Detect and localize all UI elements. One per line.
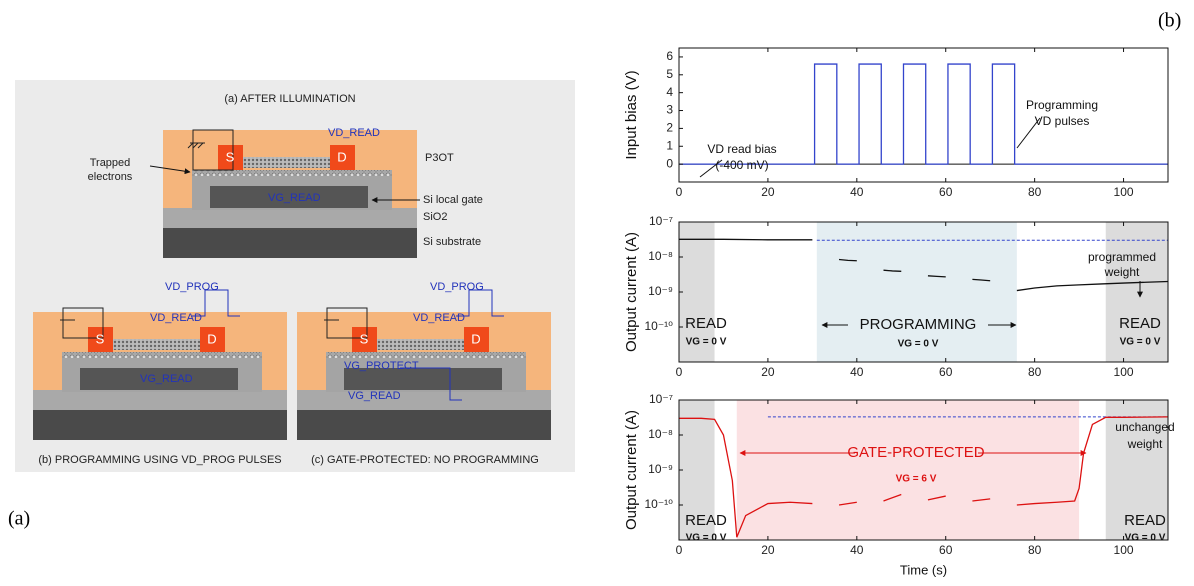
annotation: (-400 mV) — [715, 158, 768, 172]
annotation: weight — [1127, 437, 1163, 451]
data-line — [679, 63, 1168, 165]
x-tick-label: 0 — [676, 365, 683, 379]
x-tick-label: 20 — [761, 185, 775, 199]
data-line — [679, 238, 1169, 292]
y-tick-label: 10⁻⁹ — [648, 462, 673, 476]
region — [736, 400, 1080, 540]
x-tick-label: 40 — [850, 543, 864, 557]
schematic: (a) AFTER ILLUMINATION S D VD_READ P3OT … — [15, 80, 575, 472]
x-axis-label: Time (s) — [900, 562, 947, 577]
y-tick-label: 6 — [666, 49, 673, 63]
label: Si local gate — [423, 194, 483, 206]
x-tick-label: 100 — [1114, 365, 1134, 379]
plot-frame — [678, 47, 1169, 183]
region — [679, 222, 715, 362]
x-tick-label: 40 — [850, 185, 864, 199]
x-tick-label: 20 — [761, 543, 775, 557]
y-tick-label: 10⁻⁸ — [648, 249, 673, 263]
y-tick-label: 10⁻¹⁰ — [645, 497, 674, 511]
y-tick-label: 1 — [666, 138, 673, 152]
label: VG_READ — [268, 192, 321, 204]
x-tick-label: 0 — [676, 543, 683, 557]
annotation: READ — [685, 315, 727, 332]
x-tick-label: 0 — [676, 185, 683, 199]
y-tick-label: 10⁻⁸ — [648, 427, 673, 441]
y-tick-label: 2 — [666, 121, 673, 135]
annotation: READ — [685, 512, 727, 529]
label: VG_PROTECT — [344, 360, 419, 372]
x-tick-label: 60 — [939, 365, 953, 379]
terminal: S — [96, 331, 105, 346]
y-tick-label: 3 — [666, 103, 673, 117]
annotation: VG = 0 V — [898, 339, 939, 350]
terminal: D — [337, 149, 346, 164]
region — [816, 222, 1017, 362]
label: electrons — [88, 171, 133, 183]
annotation: Programming — [1026, 98, 1098, 112]
x-tick-label: 40 — [850, 365, 864, 379]
caption: (a) AFTER ILLUMINATION — [224, 93, 355, 105]
label: VD_READ — [413, 312, 465, 324]
x-tick-label: 100 — [1114, 543, 1134, 557]
annotation: GATE-PROTECTED — [847, 444, 984, 461]
label: VG_READ — [140, 373, 193, 385]
annotation: READ — [1124, 512, 1166, 529]
terminal: D — [207, 331, 216, 346]
x-tick-label: 60 — [939, 543, 953, 557]
arrow — [699, 159, 723, 178]
label: Trapped — [90, 157, 131, 169]
label: SiO2 — [423, 211, 447, 223]
region — [1105, 400, 1168, 540]
arrow — [1016, 117, 1041, 149]
y-axis-label: Output current (A) — [623, 232, 640, 352]
annotation: weight — [1104, 265, 1140, 279]
x-tick-label: 80 — [1028, 543, 1042, 557]
y-tick-label: 0 — [666, 156, 673, 170]
label: P3OT — [425, 152, 454, 164]
annotation: VG = 0 V — [1120, 337, 1161, 348]
x-tick-label: 100 — [1114, 185, 1134, 199]
label: VD_READ — [150, 312, 202, 324]
y-tick-label: 10⁻⁷ — [649, 214, 673, 228]
label: VD_READ — [328, 127, 380, 139]
region — [1105, 222, 1168, 362]
terminal: S — [226, 149, 235, 164]
label: VD_PROG — [430, 281, 484, 293]
data-line — [679, 416, 1169, 538]
figure-label: (b) — [1158, 10, 1181, 32]
caption: (c) GATE-PROTECTED: NO PROGRAMMING — [311, 454, 539, 466]
y-tick-label: 4 — [666, 85, 673, 99]
annotation: unchanged — [1115, 420, 1174, 434]
region — [679, 400, 715, 540]
terminal: D — [471, 331, 480, 346]
y-tick-label: 10⁻¹⁰ — [645, 319, 674, 333]
x-tick-label: 20 — [761, 365, 775, 379]
label: VG_READ — [348, 390, 401, 402]
y-tick-label: 5 — [666, 67, 673, 81]
terminal: S — [360, 331, 369, 346]
x-tick-label: 80 — [1028, 185, 1042, 199]
y-axis-label: Input bias (V) — [623, 70, 640, 159]
y-axis-label: Output current (A) — [623, 410, 640, 530]
y-tick-label: 10⁻⁹ — [648, 284, 673, 298]
annotation: VG = 0 V — [1125, 533, 1166, 544]
annotation: VG = 6 V — [896, 474, 937, 485]
y-tick-label: 10⁻⁷ — [649, 392, 673, 406]
annotation: PROGRAMMING — [860, 316, 977, 333]
annotation: VD pulses — [1035, 114, 1090, 128]
caption: (b) PROGRAMMING USING VD_PROG PULSES — [38, 454, 281, 466]
annotation: VG = 0 V — [686, 533, 727, 544]
annotation: programmed — [1088, 250, 1156, 264]
figure-label: (a) — [8, 508, 30, 530]
annotation: VG = 0 V — [686, 337, 727, 348]
x-tick-label: 80 — [1028, 365, 1042, 379]
annotation: READ — [1119, 315, 1161, 332]
label: VD_PROG — [165, 281, 219, 293]
label: Si substrate — [423, 236, 481, 248]
x-tick-label: 60 — [939, 185, 953, 199]
annotation: VD read bias — [707, 142, 776, 156]
